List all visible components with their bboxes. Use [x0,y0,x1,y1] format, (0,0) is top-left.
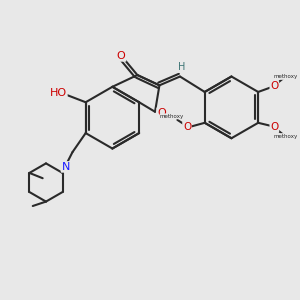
Text: methoxy: methoxy [160,114,184,119]
Text: N: N [61,162,70,172]
Text: O: O [117,51,126,61]
Text: H: H [178,62,185,72]
Text: O: O [157,108,166,118]
Text: O: O [270,81,278,91]
Text: methoxy: methoxy [274,74,298,80]
Text: O: O [183,122,191,132]
Text: methoxy: methoxy [274,134,298,139]
Text: O: O [270,122,278,132]
Text: HO: HO [50,88,67,98]
